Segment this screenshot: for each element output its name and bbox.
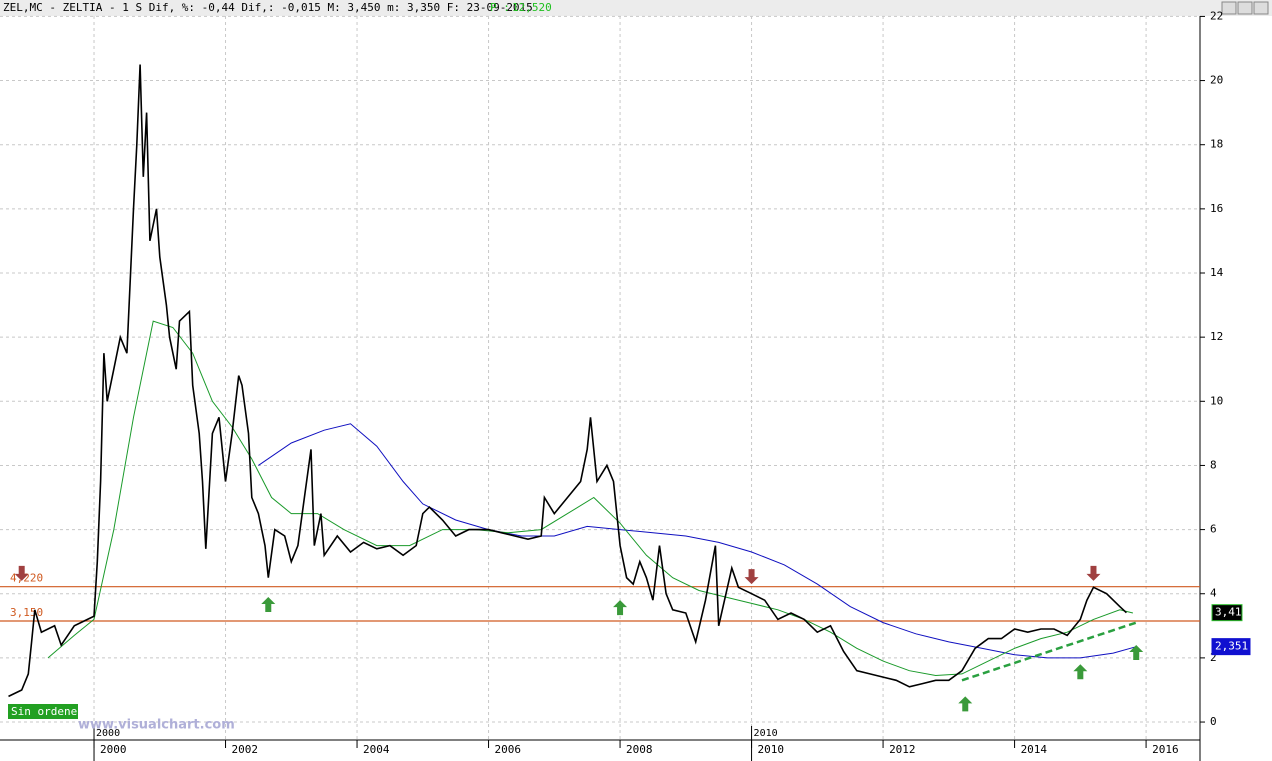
y-tick-label: 12 bbox=[1210, 330, 1223, 343]
price-tag-label: 2,351 bbox=[1215, 640, 1248, 653]
period-label: 2000 bbox=[96, 728, 120, 739]
y-tick-label: 0 bbox=[1210, 715, 1217, 728]
signal-arrow bbox=[261, 596, 276, 612]
header-p-value: 12,520 bbox=[512, 1, 552, 14]
series-line bbox=[258, 423, 1137, 659]
y-tick-label: 4 bbox=[1210, 587, 1217, 600]
y-tick-label: 6 bbox=[1210, 523, 1217, 536]
header-bar bbox=[0, 0, 1272, 16]
signal-arrow bbox=[1086, 565, 1101, 581]
x-tick-label: 2006 bbox=[495, 743, 522, 756]
x-tick-label: 2010 bbox=[758, 743, 785, 756]
maximize-button[interactable] bbox=[1237, 1, 1253, 15]
signal-arrow bbox=[958, 696, 973, 712]
y-tick-label: 22 bbox=[1210, 9, 1223, 22]
price-tag bbox=[1211, 638, 1251, 656]
minimize-button[interactable] bbox=[1221, 1, 1237, 15]
signal-arrow bbox=[14, 565, 29, 581]
y-tick-label: 8 bbox=[1210, 458, 1217, 471]
y-tick-label: 16 bbox=[1210, 202, 1223, 215]
status-label: Sin ordenes bbox=[11, 705, 84, 718]
signal-arrow bbox=[1129, 645, 1144, 661]
price-tag bbox=[1211, 604, 1243, 622]
x-tick-label: 2016 bbox=[1152, 743, 1179, 756]
support-label: 4,220 bbox=[10, 572, 43, 585]
x-tick-label: 2014 bbox=[1021, 743, 1048, 756]
y-tick-label: 2 bbox=[1210, 651, 1217, 664]
window-buttons bbox=[1221, 1, 1269, 15]
watermark: www.visualchart.com bbox=[78, 718, 235, 733]
y-tick-label: 18 bbox=[1210, 138, 1223, 151]
period-label: 2010 bbox=[754, 728, 778, 739]
series-line bbox=[8, 64, 1127, 698]
support-label: 3,150 bbox=[10, 606, 43, 619]
signal-arrow bbox=[613, 600, 628, 616]
x-tick-label: 2008 bbox=[626, 743, 653, 756]
y-tick-label: 20 bbox=[1210, 74, 1223, 87]
trend-line bbox=[961, 621, 1137, 682]
signal-arrow bbox=[744, 569, 759, 585]
y-tick-label: 10 bbox=[1210, 394, 1223, 407]
close-button[interactable] bbox=[1253, 1, 1269, 15]
x-tick-label: 2002 bbox=[232, 743, 259, 756]
x-tick-label: 2012 bbox=[889, 743, 916, 756]
header-text: ZEL,MC - ZELTIA - 1 S Dif, %: -0,44 Dif,… bbox=[3, 1, 533, 14]
status-box bbox=[8, 704, 78, 719]
x-tick-label: 2004 bbox=[363, 743, 390, 756]
y-tick-label: 14 bbox=[1210, 266, 1224, 279]
x-tick-label: 2000 bbox=[100, 743, 127, 756]
header-p-label: P : bbox=[490, 1, 510, 14]
signal-arrow bbox=[1073, 664, 1088, 680]
price-tag-label: 3,41 bbox=[1215, 606, 1242, 619]
